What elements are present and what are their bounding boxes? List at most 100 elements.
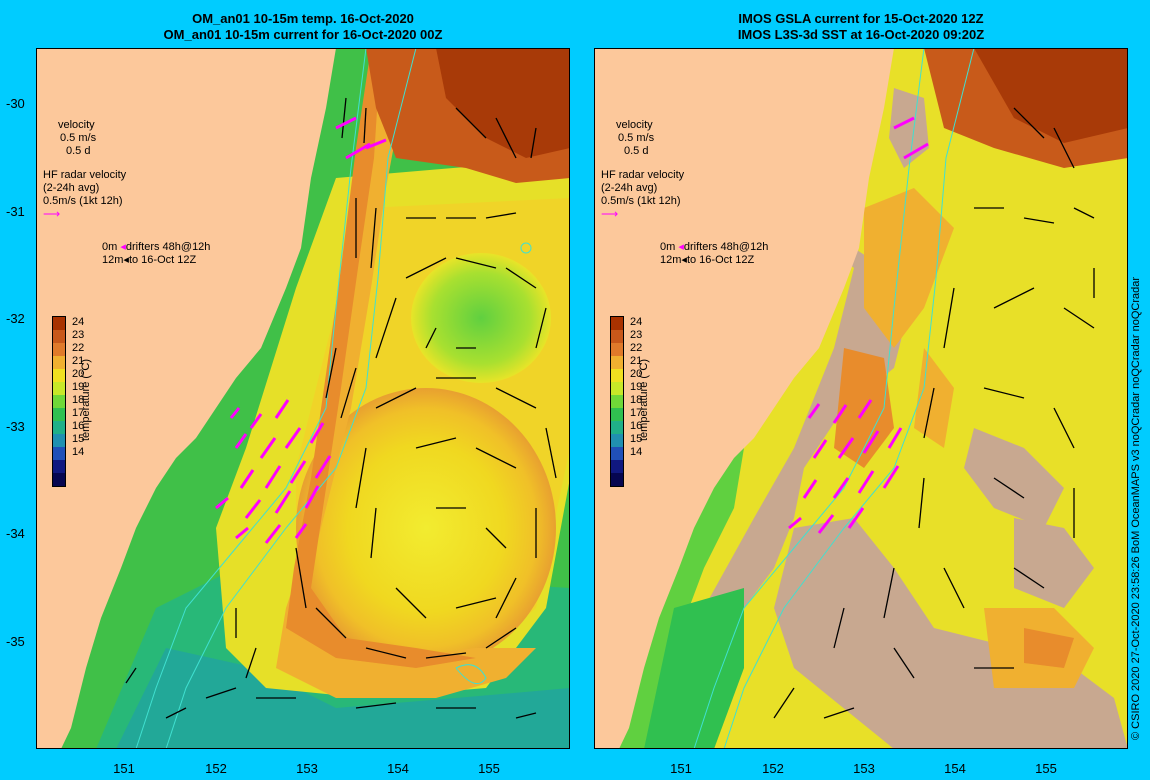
x-tick-label: 152 <box>205 761 227 776</box>
colorbar-tick-label: 21 <box>72 355 85 367</box>
colorbar-tick-label: 19 <box>630 381 643 393</box>
colorbar-tick-label: 22 <box>72 342 85 354</box>
y-tick-label: -31 <box>6 204 25 219</box>
colorbar-segment <box>611 317 623 330</box>
colorbar-segment <box>53 395 65 408</box>
hf-radar-legend: HF radar velocity (2-24h avg) 0.5m/s (1k… <box>601 169 684 221</box>
x-tick-label: 154 <box>387 761 409 776</box>
hf-arrow-sample-icon: ⟶ <box>601 207 619 221</box>
velocity-legend: velocity 0.5 m/s 0.5 d <box>58 119 96 158</box>
colorbar-tick-label: 16 <box>72 420 85 432</box>
colorbar-tick-label: 15 <box>72 433 85 445</box>
colorbar-segment <box>611 356 623 369</box>
hf-radar-scale: 0.5m/s (1kt 12h) <box>43 195 123 207</box>
hf-radar-legend: HF radar velocity (2-24h avg) 0.5m/s (1k… <box>43 169 126 221</box>
x-tick-label: 152 <box>762 761 784 776</box>
colorbar-segment <box>53 460 65 473</box>
colorbar-segment <box>53 330 65 343</box>
drifters-0m: 0m <box>660 241 676 253</box>
hf-radar-avg: (2-24h avg) <box>601 182 658 194</box>
colorbar-tick-label: 16 <box>630 420 643 432</box>
colorbar-segment <box>53 317 65 330</box>
colorbar-segment <box>611 421 623 434</box>
colorbar-segment <box>611 395 623 408</box>
hf-radar-scale: 0.5m/s (1kt 12h) <box>601 195 681 207</box>
x-tick-label: 153 <box>853 761 875 776</box>
drifters-legend: 0m ◂drifters 48h@12h 12m◂to 16-Oct 12Z <box>102 241 210 267</box>
hf-arrow-sample-icon: ⟶ <box>43 207 61 221</box>
left-panel-title: OM_an01 10-15m temp. 16-Oct-2020 OM_an01… <box>36 11 570 43</box>
colorbar-segment <box>611 330 623 343</box>
colorbar-segment <box>611 382 623 395</box>
velocity-scale-ms: 0.5 m/s <box>60 132 97 144</box>
colorbar-title: temperature (°C) <box>638 358 650 441</box>
colorbar-segment <box>611 434 623 447</box>
colorbar-strip <box>610 316 624 487</box>
colorbar-segment <box>53 473 65 486</box>
velocity-scale-d: 0.5 d <box>66 145 91 157</box>
x-tick-label: 153 <box>296 761 318 776</box>
colorbar-segment <box>53 447 65 460</box>
model-sst-field <box>36 48 570 749</box>
colorbar-title: temperature (°C) <box>80 358 92 441</box>
colorbar-tick-label: 15 <box>630 433 643 445</box>
y-tick-label: -34 <box>6 526 25 541</box>
drifters-label: drifters 48h@12h <box>683 241 769 253</box>
y-tick-label: -30 <box>6 96 25 111</box>
colorbar-segment <box>611 343 623 356</box>
colorbar-tick-label: 19 <box>72 381 85 393</box>
x-tick-label: 155 <box>1035 761 1057 776</box>
colorbar-segment <box>53 382 65 395</box>
y-tick-label: -33 <box>6 419 25 434</box>
colorbar-strip <box>52 316 66 487</box>
colorbar-tick-label: 17 <box>630 407 643 419</box>
colorbar-segment <box>53 356 65 369</box>
colorbar-segment <box>611 460 623 473</box>
drifter-12m-icon: ◂ <box>123 254 129 266</box>
velocity-legend-title: velocity <box>58 119 95 131</box>
colorbar-tick-label: 18 <box>72 394 85 406</box>
right-title-line2: IMOS L3S-3d SST at 16-Oct-2020 09:20Z <box>737 27 985 42</box>
drifters-legend: 0m ◂drifters 48h@12h 12m◂to 16-Oct 12Z <box>660 241 768 267</box>
colorbar-tick-label: 14 <box>630 446 643 458</box>
x-tick-label: 151 <box>670 761 692 776</box>
drifters-12m: 12m <box>660 254 682 266</box>
drifter-0m-icon: ◂ <box>678 241 684 253</box>
drifters-12m: 12m <box>102 254 124 266</box>
colorbar-tick-label: 17 <box>72 407 85 419</box>
colorbar-tick-label: 20 <box>630 368 643 380</box>
drifter-12m-icon: ◂ <box>681 254 687 266</box>
left-title-line2: OM_an01 10-15m current for 16-Oct-2020 0… <box>163 27 443 42</box>
colorbar-tick-label: 24 <box>72 316 85 328</box>
colorbar-segment <box>53 369 65 382</box>
drifters-label: drifters 48h@12h <box>125 241 211 253</box>
satellite-sst-map[interactable] <box>594 48 1128 749</box>
drifters-date: to 16-Oct 12Z <box>686 254 755 266</box>
credit-text: © CSIRO 2020 27-Oct-2020 23:58:26 BoM Oc… <box>1130 277 1142 740</box>
colorbar-tick-label: 24 <box>630 316 643 328</box>
drifters-date: to 16-Oct 12Z <box>128 254 197 266</box>
colorbar-tick-label: 14 <box>72 446 85 458</box>
colorbar-segment <box>53 421 65 434</box>
colorbar-segment <box>53 343 65 356</box>
colorbar-tick-label: 21 <box>630 355 643 367</box>
colorbar-segment <box>611 447 623 460</box>
colorbar-segment <box>53 434 65 447</box>
colorbar-segment <box>53 408 65 421</box>
colorbar-segment <box>611 408 623 421</box>
x-tick-label: 155 <box>478 761 500 776</box>
colorbar-segment <box>611 369 623 382</box>
velocity-legend: velocity 0.5 m/s 0.5 d <box>616 119 654 158</box>
right-title-line1: IMOS GSLA current for 15-Oct-2020 12Z <box>738 11 984 26</box>
drifter-0m-icon: ◂ <box>120 241 126 253</box>
colorbar-tick-label: 23 <box>630 329 643 341</box>
velocity-scale-d: 0.5 d <box>624 145 649 157</box>
hf-radar-title: HF radar velocity <box>601 169 685 181</box>
velocity-scale-ms: 0.5 m/s <box>618 132 655 144</box>
model-sst-map[interactable] <box>36 48 570 749</box>
satellite-sst-field <box>594 48 1128 749</box>
colorbar-tick-label: 22 <box>630 342 643 354</box>
colorbar-tick-label: 18 <box>630 394 643 406</box>
colorbar-segment <box>611 473 623 486</box>
x-tick-label: 151 <box>113 761 135 776</box>
